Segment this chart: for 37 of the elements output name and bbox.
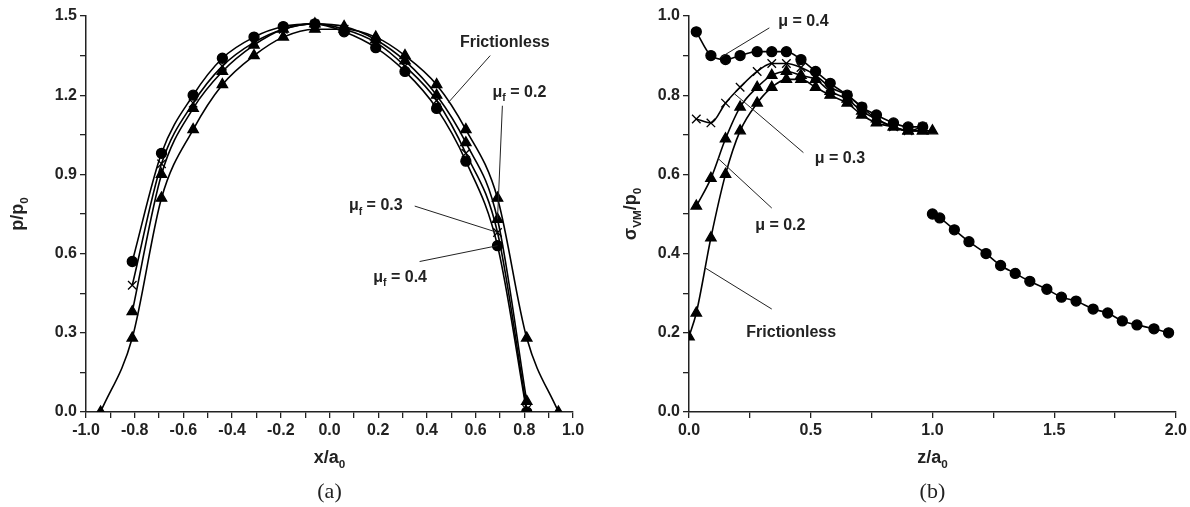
text: Frictionless	[459, 32, 550, 50]
x-tick-label: 2.0	[1164, 421, 1188, 439]
x-tick-label: -0.8	[120, 421, 149, 439]
x-tick-label: 1.5	[1043, 421, 1066, 439]
x-tick-label: -1.0	[72, 421, 100, 439]
y-axis-title: σVM/p0	[619, 187, 643, 241]
x-tick-label: 0.5	[799, 421, 822, 439]
y-tick-label: 0.2	[657, 323, 681, 341]
x-tick-label: 0.0	[677, 421, 701, 439]
series-label: μ = 0.3	[814, 148, 866, 166]
x-tick-label: 1.0	[561, 421, 585, 439]
x-tick-label: 1.0	[921, 421, 944, 439]
x-tick-label: -0.2	[267, 421, 295, 439]
x-tick-label: 0.0	[318, 421, 341, 439]
y-tick-label: 0.0	[657, 402, 681, 420]
x-tick-label: 0.2	[367, 421, 390, 439]
x-tick-label: 0.8	[513, 421, 536, 439]
y-tick-label: 0.0	[54, 402, 78, 420]
x-tick-label: -0.4	[218, 421, 246, 439]
text: (b)	[919, 477, 946, 503]
text: Frictionless	[746, 323, 837, 341]
y-tick-label: 0.8	[657, 85, 681, 103]
series-label: μ = 0.4	[778, 12, 829, 30]
y-tick-label: 0.6	[54, 244, 78, 262]
y-tick-label: 1.5	[54, 6, 78, 24]
text: (a)	[317, 477, 342, 503]
x-tick-label: -0.6	[169, 421, 198, 439]
y-tick-label: 0.9	[54, 164, 78, 182]
y-tick-label: 0.4	[657, 244, 681, 262]
y-axis-title: p/p0	[6, 196, 30, 231]
y-tick-label: 0.3	[54, 323, 78, 341]
y-tick-label: 1.0	[657, 6, 681, 24]
y-tick-label: 1.2	[54, 85, 78, 103]
text: μ = 0.2	[755, 216, 806, 234]
x-tick-label: 0.4	[415, 421, 439, 439]
x-tick-label: 0.6	[464, 421, 487, 439]
y-tick-label: 0.6	[657, 164, 681, 182]
